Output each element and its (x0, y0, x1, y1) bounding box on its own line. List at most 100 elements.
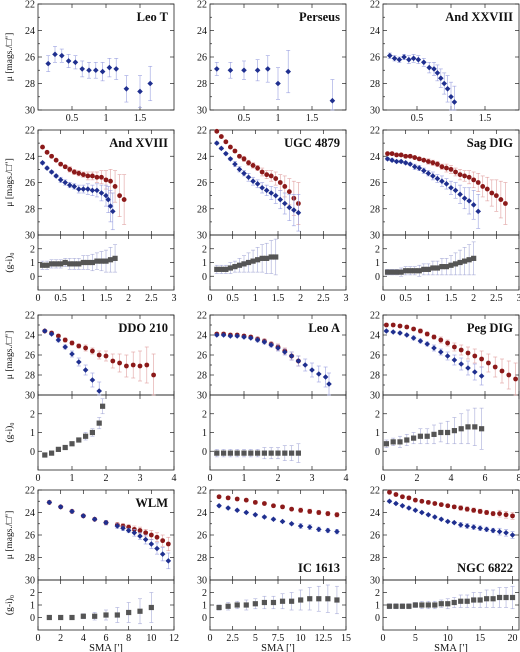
data-point (438, 516, 445, 523)
y-tick-label: 22 (25, 126, 35, 137)
data-point (44, 165, 50, 171)
color-y-tick-label: 0 (375, 613, 380, 624)
color-y-tick-label: 0 (30, 272, 35, 283)
x-tick-label: 1.5 (272, 293, 285, 304)
data-point (490, 596, 496, 602)
data-point (252, 601, 258, 607)
series-gray-color-index (46, 592, 154, 625)
y-tick-label: 24 (25, 152, 35, 163)
y-tick-label: 28 (370, 79, 380, 90)
y-tick-label: 28 (197, 204, 207, 215)
data-point (490, 527, 496, 534)
data-point (246, 160, 251, 166)
data-point (397, 439, 403, 445)
x-tick-label: 7.5 (272, 633, 285, 644)
y-tick-label: 24 (370, 331, 380, 342)
data-point (325, 527, 331, 534)
data-point (76, 437, 82, 443)
x-tick-label: 0 (36, 633, 41, 644)
data-point (434, 175, 441, 182)
data-point (479, 356, 484, 362)
color-y-tick-label: 0 (375, 447, 380, 458)
data-point (232, 148, 238, 154)
data-point (416, 156, 422, 162)
data-point (295, 209, 302, 216)
color-y-tick-label: 0 (30, 613, 35, 624)
x-tick-label: 2 (415, 473, 420, 484)
y-tick-label: 28 (370, 204, 380, 215)
data-point (316, 596, 322, 602)
color-y-tick-label: 1 (30, 601, 35, 612)
panel-title: IC 1613 (298, 561, 340, 575)
data-point (243, 602, 249, 608)
data-point (383, 441, 389, 447)
data-point (227, 67, 234, 74)
data-point (245, 259, 252, 266)
data-point (438, 429, 444, 436)
data-point (58, 614, 64, 621)
data-point (399, 502, 406, 509)
data-point (445, 429, 451, 436)
data-point (389, 151, 395, 157)
x-tick-label: 3 (172, 293, 177, 304)
data-point (67, 261, 73, 267)
y-tick-label: 22 (370, 0, 380, 11)
y-tick-label: 22 (370, 486, 380, 497)
data-point (403, 153, 409, 159)
y-tick-label: 22 (197, 311, 207, 322)
data-point (444, 353, 451, 359)
data-point (113, 66, 119, 72)
data-point (259, 184, 265, 191)
y-tick-label: 26 (197, 351, 207, 362)
y-tick-label: 22 (25, 311, 35, 322)
data-point (86, 67, 92, 74)
data-point (144, 362, 150, 368)
series-gray-color-index (42, 398, 106, 458)
data-point (411, 163, 418, 170)
color-y-tick-label: 1 (202, 258, 207, 269)
data-point (214, 140, 220, 146)
data-point (291, 207, 297, 213)
data-point (316, 510, 322, 515)
data-point (445, 503, 451, 509)
y-tick-label: 30 (25, 576, 35, 587)
data-point (334, 597, 340, 603)
series-blue-surface-brightness (383, 328, 485, 386)
data-point (110, 358, 116, 364)
data-point (93, 67, 99, 74)
data-point (465, 424, 471, 430)
data-point (415, 56, 422, 63)
data-point (261, 339, 268, 345)
y-tick-label: 24 (197, 152, 207, 163)
data-point (89, 429, 95, 436)
data-point (151, 372, 157, 378)
data-point (480, 184, 486, 189)
x-tick-label: 2 (276, 473, 281, 484)
y-axis-label: μ [mags./□"] (5, 511, 15, 559)
data-point (89, 187, 96, 194)
x-tick-label: 5 (253, 633, 258, 644)
data-point (448, 262, 454, 268)
data-point (325, 596, 331, 602)
data-point (131, 529, 138, 536)
panel-title: NGC 6822 (457, 561, 513, 575)
y-tick-label: 30 (25, 391, 35, 402)
data-point (419, 498, 425, 504)
data-point (236, 166, 243, 173)
color-y-tick-label: 1 (202, 428, 207, 439)
data-point (397, 330, 403, 336)
panel-ddo-210: 22 24 26 28 30 DDO 210 μ [mags./□"] 0 1 2 0 1 2 3 4 (g-… (4, 311, 177, 485)
data-point (438, 601, 444, 607)
color-y-tick-label: 2 (30, 588, 35, 599)
x-tick-label: 1 (426, 293, 431, 304)
x-tick-label: 0.5 (54, 293, 67, 304)
color-y-tick-label: 2 (375, 588, 380, 599)
data-point (275, 345, 281, 351)
data-point (286, 189, 292, 195)
y-tick-label: 24 (25, 26, 35, 37)
y-tick-label: 30 (197, 391, 207, 402)
data-point (91, 516, 98, 523)
data-point (477, 508, 483, 514)
data-point (451, 99, 458, 105)
color-y-tick-label: 0 (30, 447, 35, 458)
